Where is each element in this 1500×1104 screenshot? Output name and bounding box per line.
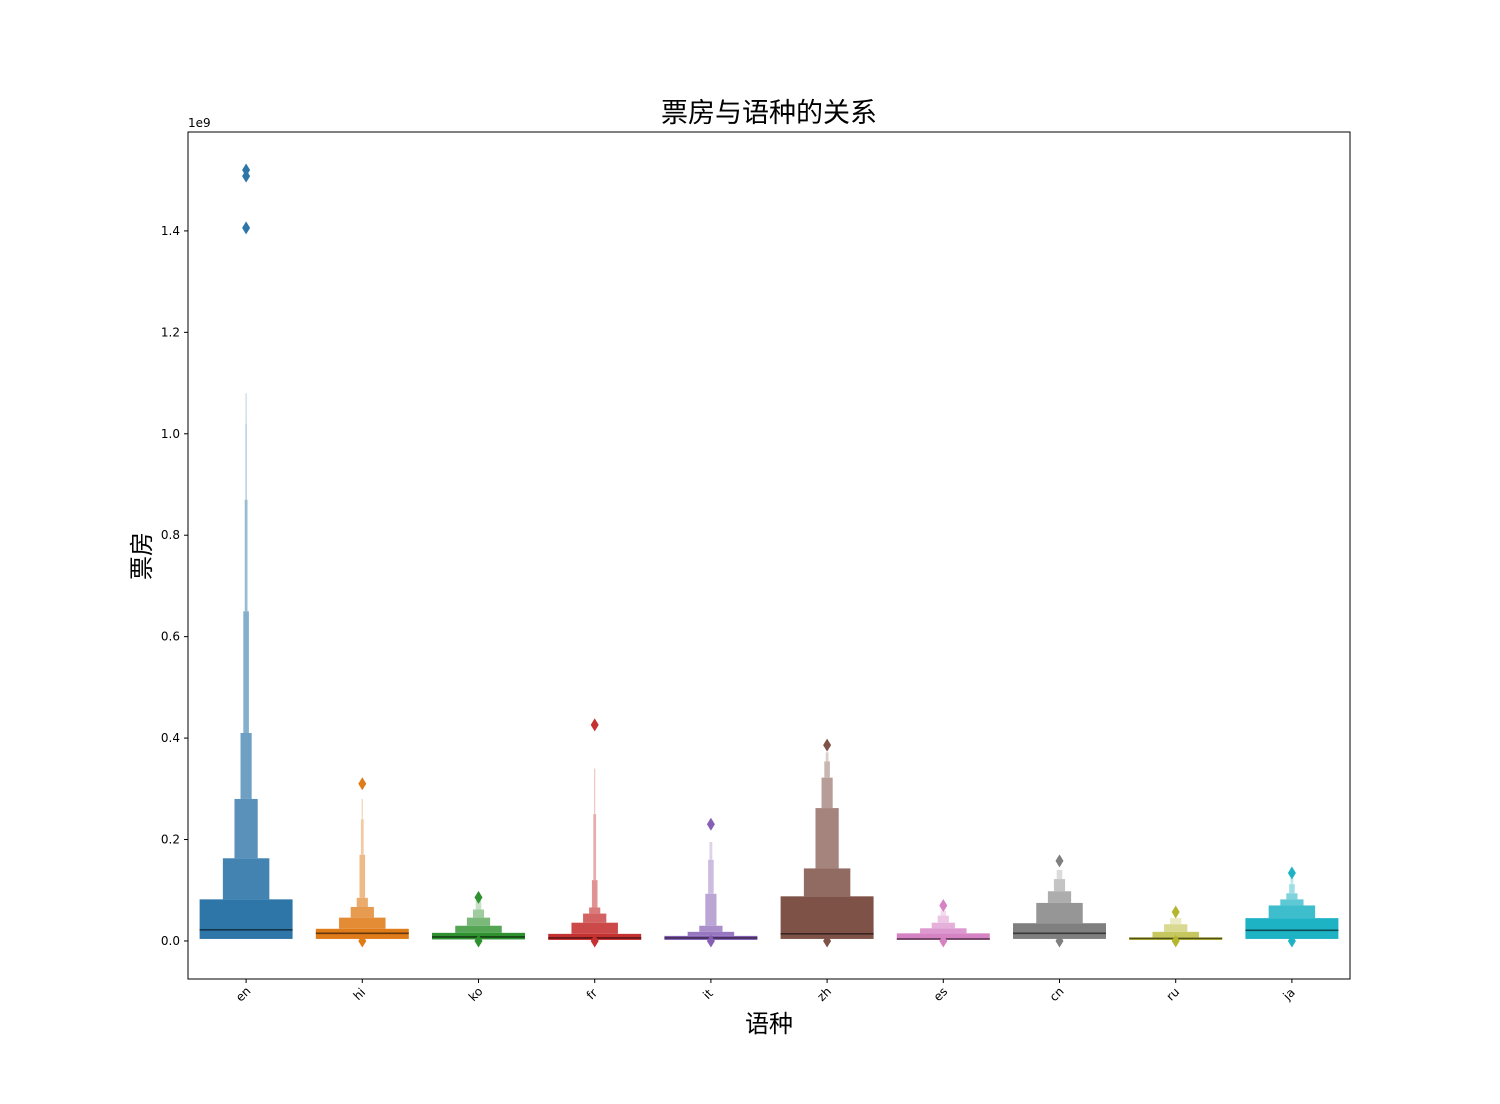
boxen-box <box>199 899 293 939</box>
boxen-box <box>1268 905 1316 919</box>
boxen-group-hi <box>315 777 409 948</box>
boxen-box <box>583 913 607 923</box>
boxen-box <box>803 868 851 897</box>
outlier-point <box>242 169 251 183</box>
boxen-box <box>1013 923 1106 939</box>
boxen-group-it <box>664 817 758 948</box>
boxen-box <box>245 423 247 500</box>
y-axis: 0.0 0.2 0.4 0.6 0.8 1.0 1.2 1.4 <box>161 224 188 948</box>
boxen-box <box>240 733 252 799</box>
boxen-box <box>1053 879 1066 892</box>
boxen-group-es <box>896 898 990 948</box>
boxen-box <box>359 854 366 898</box>
boxen-box <box>593 814 597 881</box>
boxen-box <box>937 915 949 923</box>
outlier-point <box>242 221 251 235</box>
y-tick-label: 0.8 <box>161 528 180 542</box>
boxen-group-zh <box>780 738 874 948</box>
outlier-point <box>1171 905 1180 919</box>
x-axis-label: 语种 <box>745 1010 793 1038</box>
outlier-point <box>358 777 367 791</box>
boxen-box <box>824 761 830 778</box>
boxen-box <box>699 925 723 932</box>
boxen-group-ru <box>1129 905 1223 948</box>
boxen-group-en <box>199 163 293 939</box>
outlier-point <box>939 898 948 912</box>
boxen-box <box>475 900 482 910</box>
outlier-point <box>1055 854 1064 868</box>
outlier-point <box>358 934 367 948</box>
y-tick-label: 0.6 <box>161 630 180 644</box>
boxen-box <box>1056 869 1063 880</box>
boxen-box <box>455 925 502 933</box>
y-tick-label: 1.2 <box>161 325 180 339</box>
boxen-box <box>687 931 735 936</box>
boxen-group-ja <box>1245 866 1339 948</box>
outlier-point <box>1055 934 1064 948</box>
boxen-box <box>589 907 601 914</box>
boxen-box <box>360 819 364 855</box>
boxen-box <box>594 768 596 815</box>
boxen-box <box>571 922 618 934</box>
boxen-box <box>350 906 374 918</box>
outlier-point <box>1287 934 1296 948</box>
boxen-box <box>243 611 249 734</box>
outlier-point <box>939 934 948 948</box>
boxen-box <box>466 917 491 926</box>
outlier-point <box>474 890 483 904</box>
boxen-box <box>1047 891 1072 903</box>
boxen-box <box>1290 878 1294 885</box>
plot-marks <box>199 163 1339 948</box>
boxen-box <box>1286 893 1298 900</box>
boxen-box <box>1036 902 1083 924</box>
boxen-box <box>705 893 717 926</box>
boxen-box <box>234 798 258 859</box>
boxen-box <box>940 910 947 916</box>
boxen-box <box>1170 918 1182 925</box>
boxen-group-cn <box>1013 854 1106 948</box>
y-tick-label: 1.4 <box>161 224 180 238</box>
boxen-box <box>821 777 833 809</box>
outlier-point <box>590 934 599 948</box>
y-tick-label: 1.0 <box>161 427 180 441</box>
boxen-box <box>245 393 247 424</box>
y-tick-label: 0.4 <box>161 731 180 745</box>
outlier-point <box>706 934 715 948</box>
outlier-point <box>823 934 832 948</box>
boxen-box <box>815 808 839 869</box>
y-tick-label: 0.0 <box>161 934 180 948</box>
y-axis-label: 票房 <box>128 532 156 580</box>
boxen-box <box>1280 899 1304 906</box>
boxen-box <box>361 798 363 820</box>
boxen-group-ko <box>432 890 525 948</box>
boxen-box <box>708 859 714 894</box>
boxen-group-fr <box>548 718 642 948</box>
boxen-box <box>920 928 967 934</box>
boxen-box <box>222 858 270 900</box>
boxen-box <box>244 499 248 612</box>
boxen-box <box>1164 924 1188 932</box>
boxen-box <box>472 909 485 918</box>
boxen-box <box>1289 884 1295 894</box>
boxen-box <box>591 880 598 908</box>
boxen-box <box>339 917 386 929</box>
chart-title: 票房与语种的关系 <box>661 98 877 129</box>
boxen-box <box>931 922 955 929</box>
outlier-point <box>1171 934 1180 948</box>
boxen-box <box>1245 918 1339 939</box>
boxen-box <box>709 842 713 860</box>
y-tick-label: 0.2 <box>161 833 180 847</box>
outlier-point <box>590 718 599 732</box>
y-offset-label: 1e9 <box>188 116 211 130</box>
axes-frame <box>187 131 1351 980</box>
boxen-box <box>825 752 829 762</box>
outlier-point <box>706 817 715 831</box>
outlier-point <box>1287 866 1296 880</box>
outlier-point <box>474 934 483 948</box>
outlier-point <box>823 738 832 752</box>
boxen-box <box>780 896 874 939</box>
boxen-box <box>356 897 368 907</box>
